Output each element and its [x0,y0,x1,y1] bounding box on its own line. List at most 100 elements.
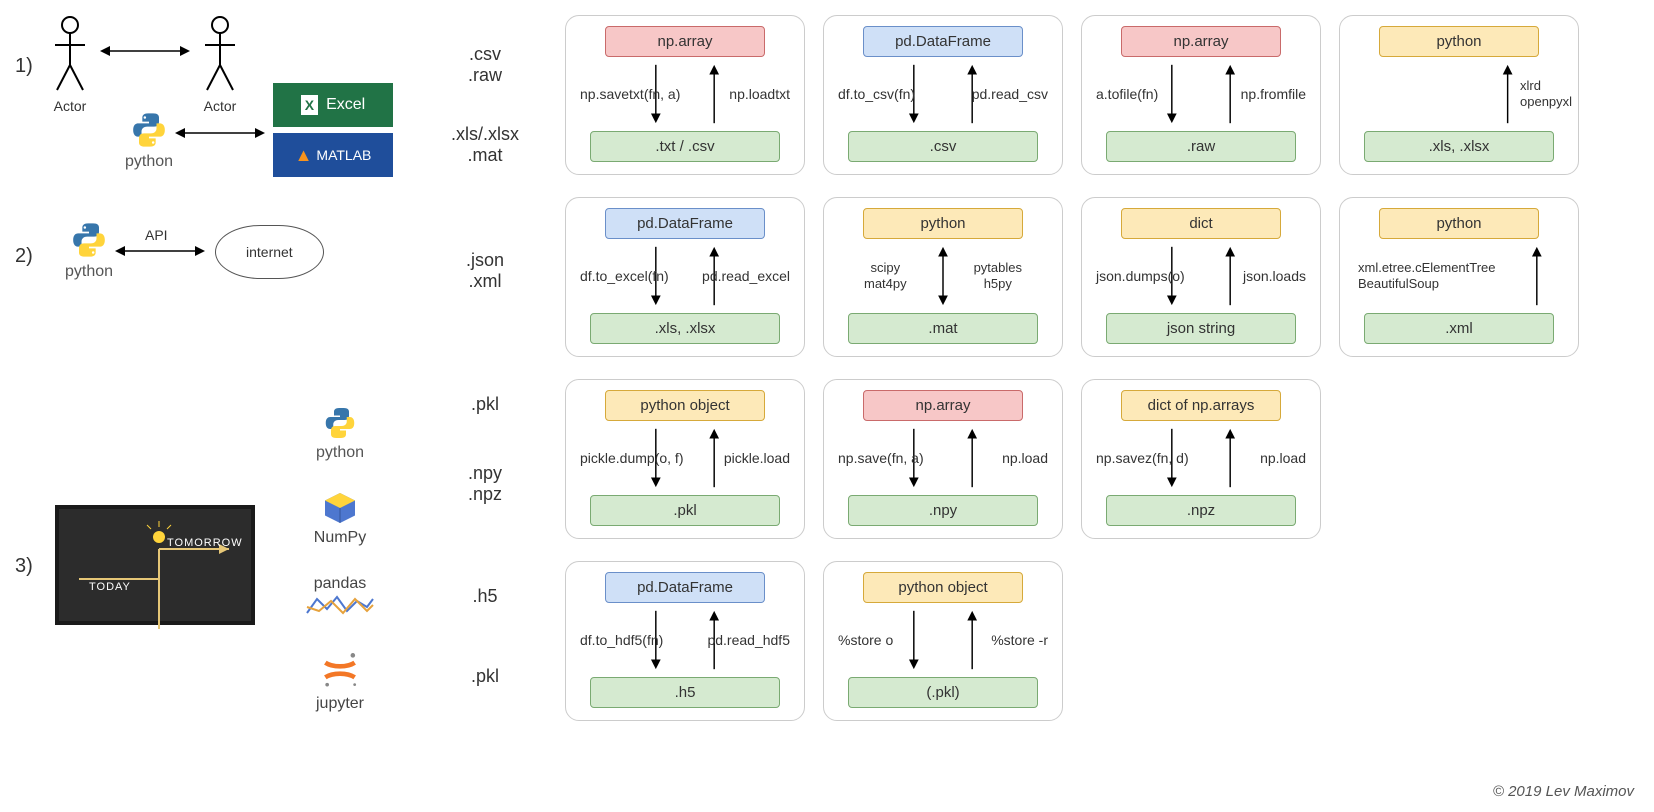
tech-numpy: NumPy [314,490,366,547]
matlab-wave-icon: ▲ [295,145,313,166]
panel-bottom-node: .pkl [590,495,780,526]
save-call-label: df.to_excel(fn) [580,268,669,284]
panel-bottom-node: .raw [1106,131,1296,162]
actor-label: Actor [195,98,245,114]
load-call-label: np.fromfile [1241,86,1306,102]
panel-top-node: dict of np.arrays [1121,390,1281,421]
excel-x-icon: X [301,95,318,115]
scenario-3: 3) TODAY TOMORROW [15,405,395,785]
python-icon [322,405,358,441]
format-label: .json [466,250,504,271]
load-call-label: pd.read_csv [972,86,1048,102]
actor-label: Actor [45,98,95,114]
python-icon [129,110,169,150]
io-panel: np.array np.savetxt(fn, a) np.loadtxt .txt… [565,15,805,175]
matlab-badge: ▲ MATLAB [273,133,393,177]
format-label: .npy [468,463,502,484]
save-call-label: np.save(fn, a) [838,450,924,466]
panel-arrows: df.to_hdf5(fn) pd.read_hdf5 [578,603,792,677]
panel-bottom-node: (.pkl) [848,677,1038,708]
panel-bottom-node: .npz [1106,495,1296,526]
format-label: .h5 [472,586,497,607]
panel-arrows: scipymat4py pytablesh5py [836,239,1050,313]
panel-arrows: json.dumps(o)json.loads [1094,239,1308,313]
double-arrow-icon [115,243,205,259]
load-call-label: np.load [1002,450,1048,466]
panel-bottom-node: .mat [848,313,1038,344]
save-call-label: pickle.dump(o, f) [580,450,683,466]
panel-top-node: pd.DataFrame [605,572,765,603]
internet-cloud: internet [215,225,324,279]
panel-bottom-node: .xml [1364,313,1554,344]
excel-badge: X Excel [273,83,393,127]
tomorrow-label: TOMORROW [167,537,243,549]
tech-python: python [316,405,364,462]
panel-top-node: python object [605,390,765,421]
lib-label: xlrdopenpyxl [1520,78,1572,111]
format-label: .xml [469,271,502,292]
load-call-label: np.load [1260,450,1306,466]
panel-arrows: np.save(fn, a) np.load [836,421,1050,495]
load-call-label: json.loads [1243,268,1306,284]
panel-top-node: np.array [863,390,1023,421]
internet-label: internet [246,244,293,260]
panel-arrows: %store o%store -r [836,603,1050,677]
panel-top-node: pd.DataFrame [605,208,765,239]
io-panel: np.array np.save(fn, a)np.load.npy [823,379,1063,539]
panel-top-node: np.array [1121,26,1281,57]
format-label: .pkl [471,394,499,415]
excel-label: Excel [326,96,365,114]
pandas-chart-icon [305,593,375,617]
scenarios-column: 1) Actor [15,15,405,785]
panel-row: np.array np.savetxt(fn, a) np.loadtxt .txt… [565,15,1639,175]
actor-icon [195,15,245,95]
save-call-label: np.savez(fn, d) [1096,450,1189,466]
panel-bottom-node: .csv [848,131,1038,162]
io-panel: pd.DataFrame df.to_excel(fn)pd.read_exce… [565,197,805,357]
python-icon [69,220,109,260]
panel-arrows: df.to_csv(fn) pd.read_csv [836,57,1050,131]
io-panel: np.array a.tofile(fn) np.fromfile .raw [1081,15,1321,175]
scenario-2: 2) python API internet [15,215,395,395]
load-call-label: pd.read_hdf5 [707,632,790,648]
formats-column: .csv .raw .xls/.xlsx .mat .json .xml .pk… [415,15,555,785]
panel-row: pd.DataFrame df.to_excel(fn)pd.read_exce… [565,197,1639,357]
panel-bottom-node: .txt / .csv [590,131,780,162]
io-panel: python scipymat4pypytablesh5py.mat [823,197,1063,357]
double-arrow-icon [175,125,265,141]
scenario-1: 1) Actor [15,15,395,195]
panel-arrows: a.tofile(fn) np.fromfile [1094,57,1308,131]
load-call-label: pickle.load [724,450,790,466]
io-panel: python xlrdopenpyxl.xls, .xlsx [1339,15,1579,175]
tech-jupyter: jupyter [316,648,364,713]
load-call-label: np.loadtxt [729,86,790,102]
save-call-label: a.tofile(fn) [1096,86,1158,102]
panel-arrows: pickle.dump(o, f) pickle.load [578,421,792,495]
save-call-label: df.to_csv(fn) [838,86,915,102]
row-number-1: 1) [15,55,33,78]
row-number-3: 3) [15,555,33,578]
double-arrow-icon [100,43,190,59]
api-label: API [145,227,168,243]
panel-arrows: np.savez(fn, d) np.load [1094,421,1308,495]
save-call-label: np.savetxt(fn, a) [580,86,680,102]
row-number-2: 2) [15,245,33,268]
format-label: .npz [468,484,502,505]
jupyter-icon [318,648,362,692]
actor-icon [45,15,95,95]
jupyter-label: jupyter [316,695,364,713]
save-call-label: df.to_hdf5(fn) [580,632,663,648]
lib-label: xml.etree.cElementTreeBeautifulSoup [1358,260,1496,293]
io-panel: python object pickle.dump(o, f) pickle.lo… [565,379,805,539]
panel-arrows: np.savetxt(fn, a) np.loadtxt [578,57,792,131]
python-label: python [316,444,364,462]
panel-bottom-node: .xls, .xlsx [1364,131,1554,162]
credit-label: © 2019 Lev Maximov [1493,783,1634,800]
io-panel: python xml.etree.cElementTreeBeautifulSo… [1339,197,1579,357]
panels-column: np.array np.savetxt(fn, a) np.loadtxt .txt… [565,15,1639,785]
format-label: .pkl [471,666,499,687]
panel-top-node: np.array [605,26,765,57]
numpy-icon [322,490,358,526]
save-call-label: scipymat4py [864,260,907,293]
load-call-label: pytablesh5py [974,260,1022,293]
